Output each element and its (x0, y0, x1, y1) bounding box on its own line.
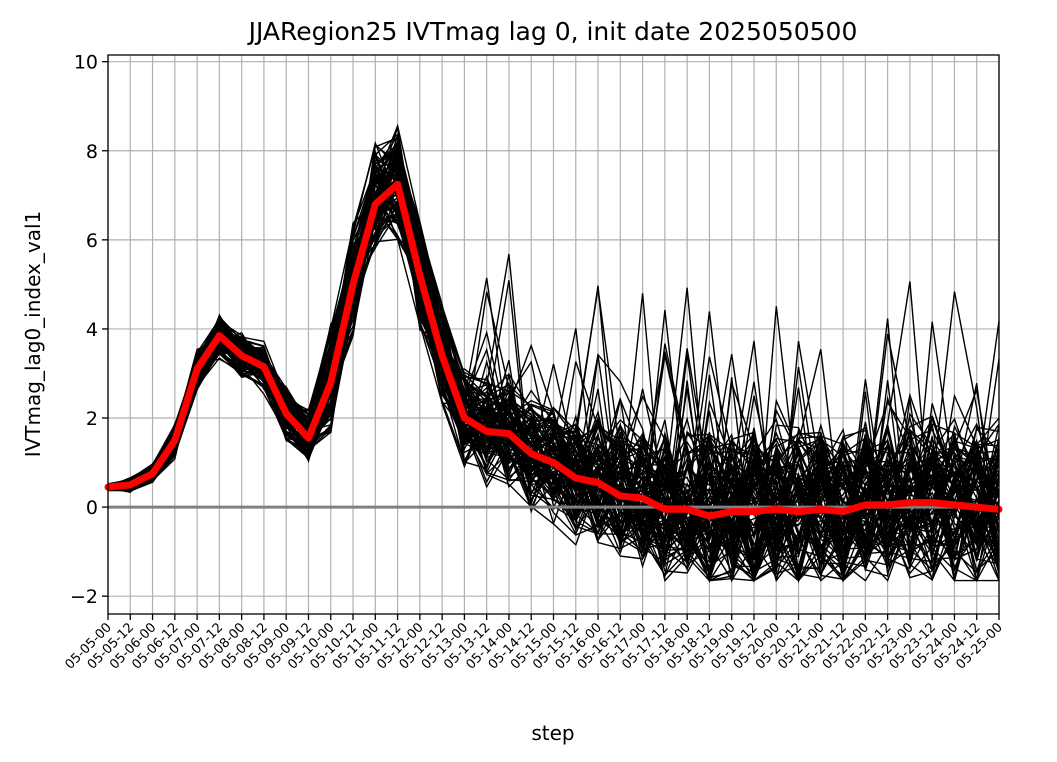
ensemble-mean-line (104, 180, 1003, 520)
ensemble-mean-polyline (104, 180, 1003, 520)
chart-title: JJARegion25 IVTmag lag 0, init date 2025… (247, 17, 858, 46)
x-axis-label: step (531, 721, 574, 745)
ensemble-member-line (107, 200, 1000, 581)
y-tick-label: 0 (86, 497, 98, 519)
y-tick-label: 2 (86, 408, 98, 430)
y-tick-label: −2 (70, 586, 98, 608)
ensemble-member-line (107, 136, 1000, 559)
y-tick-label: 8 (86, 141, 98, 163)
y-tick-label: 6 (86, 230, 98, 252)
ensemble-member-line (107, 144, 1000, 567)
x-axis-ticks: 05-05-0005-05-1205-06-0005-06-1205-07-00… (62, 614, 1006, 673)
y-tick-label: 10 (74, 52, 98, 74)
y-tick-label: 4 (86, 319, 98, 341)
y-axis-label: IVTmag_lag0_index_val1 (21, 211, 45, 458)
ensemble-member-line (107, 185, 1000, 581)
y-axis-ticks: −2 0 2 4 6 8 10 (70, 52, 108, 608)
